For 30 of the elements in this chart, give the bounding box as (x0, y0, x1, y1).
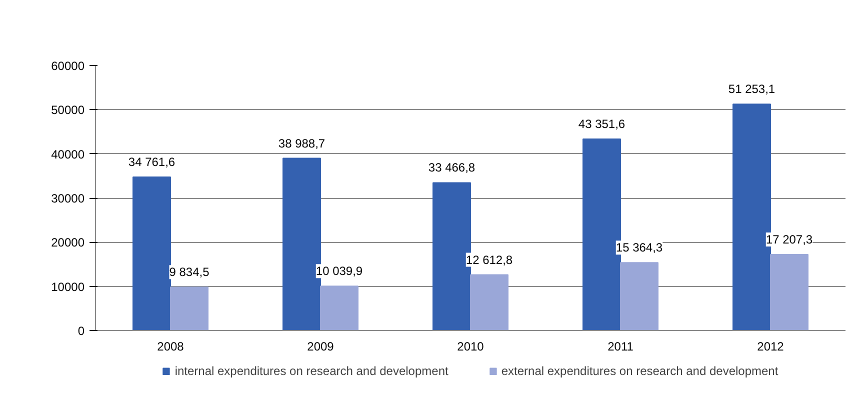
y-tick-label: 20000 (51, 236, 85, 250)
data-label: 51 253,1 (728, 82, 776, 96)
x-tick-label: 2012 (757, 340, 784, 354)
data-label: 43 351,6 (578, 117, 626, 132)
legend-label: internal expenditures on research and development (174, 364, 448, 378)
data-label: 17 207,3 (766, 232, 813, 246)
bar (170, 286, 208, 330)
x-tick-label: 2010 (457, 340, 484, 354)
data-label: 15 364,3 (616, 240, 663, 255)
y-tick-label: 0 (78, 324, 85, 338)
data-label: 10 039,9 (316, 264, 363, 278)
x-tick-label: 2011 (608, 340, 634, 354)
y-tick-label: 30000 (51, 192, 85, 206)
y-tick-label: 60000 (51, 59, 85, 73)
bar (320, 286, 358, 330)
data-label: 38 988,7 (278, 136, 326, 150)
data-label: 34 761,6 (128, 154, 176, 169)
data-label: 33 466,8 (428, 160, 476, 175)
x-tick-label: 2009 (307, 340, 334, 354)
data-label: 12 612,8 (466, 252, 513, 267)
bar (132, 176, 171, 330)
bar (770, 254, 808, 330)
y-tick-label: 10000 (51, 280, 85, 294)
y-tick-label: 40000 (51, 147, 85, 162)
bar (620, 262, 658, 330)
data-label: 9 834,5 (169, 265, 210, 280)
bar (470, 274, 508, 330)
y-tick-label: 50000 (51, 103, 85, 118)
legend-label: external expenditures on research and development (501, 364, 778, 378)
x-tick-label: 2008 (157, 340, 184, 354)
